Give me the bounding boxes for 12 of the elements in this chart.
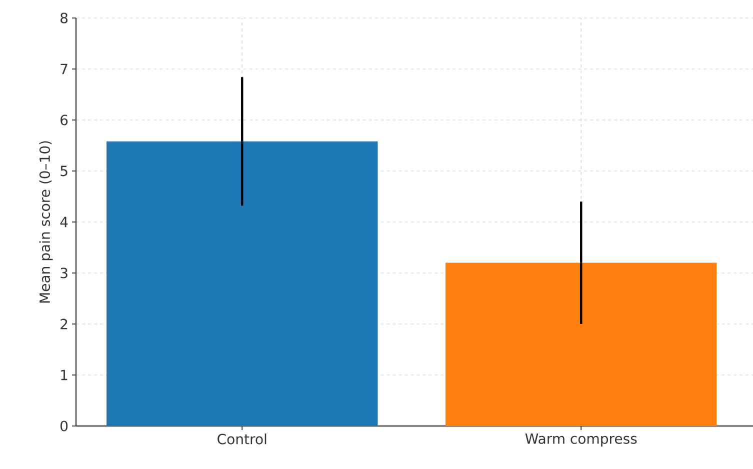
y-tick-label: 3 — [60, 268, 68, 278]
x-tick-label: Warm compress — [525, 434, 637, 447]
y-tick-label: 4 — [60, 216, 68, 228]
y-tick-label: 2 — [60, 318, 68, 330]
y-tick-label: 6 — [60, 114, 68, 126]
y-axis-title: Mean pain score (0–10) — [39, 141, 53, 303]
y-tick-label: 1 — [61, 370, 68, 380]
y-tick-label: 8 — [60, 12, 68, 24]
y-tick-label: 0 — [60, 420, 68, 432]
x-tick-label: Control — [218, 434, 266, 444]
y-tick-label: 5 — [60, 166, 68, 176]
y-tick-label: 7 — [60, 64, 68, 74]
